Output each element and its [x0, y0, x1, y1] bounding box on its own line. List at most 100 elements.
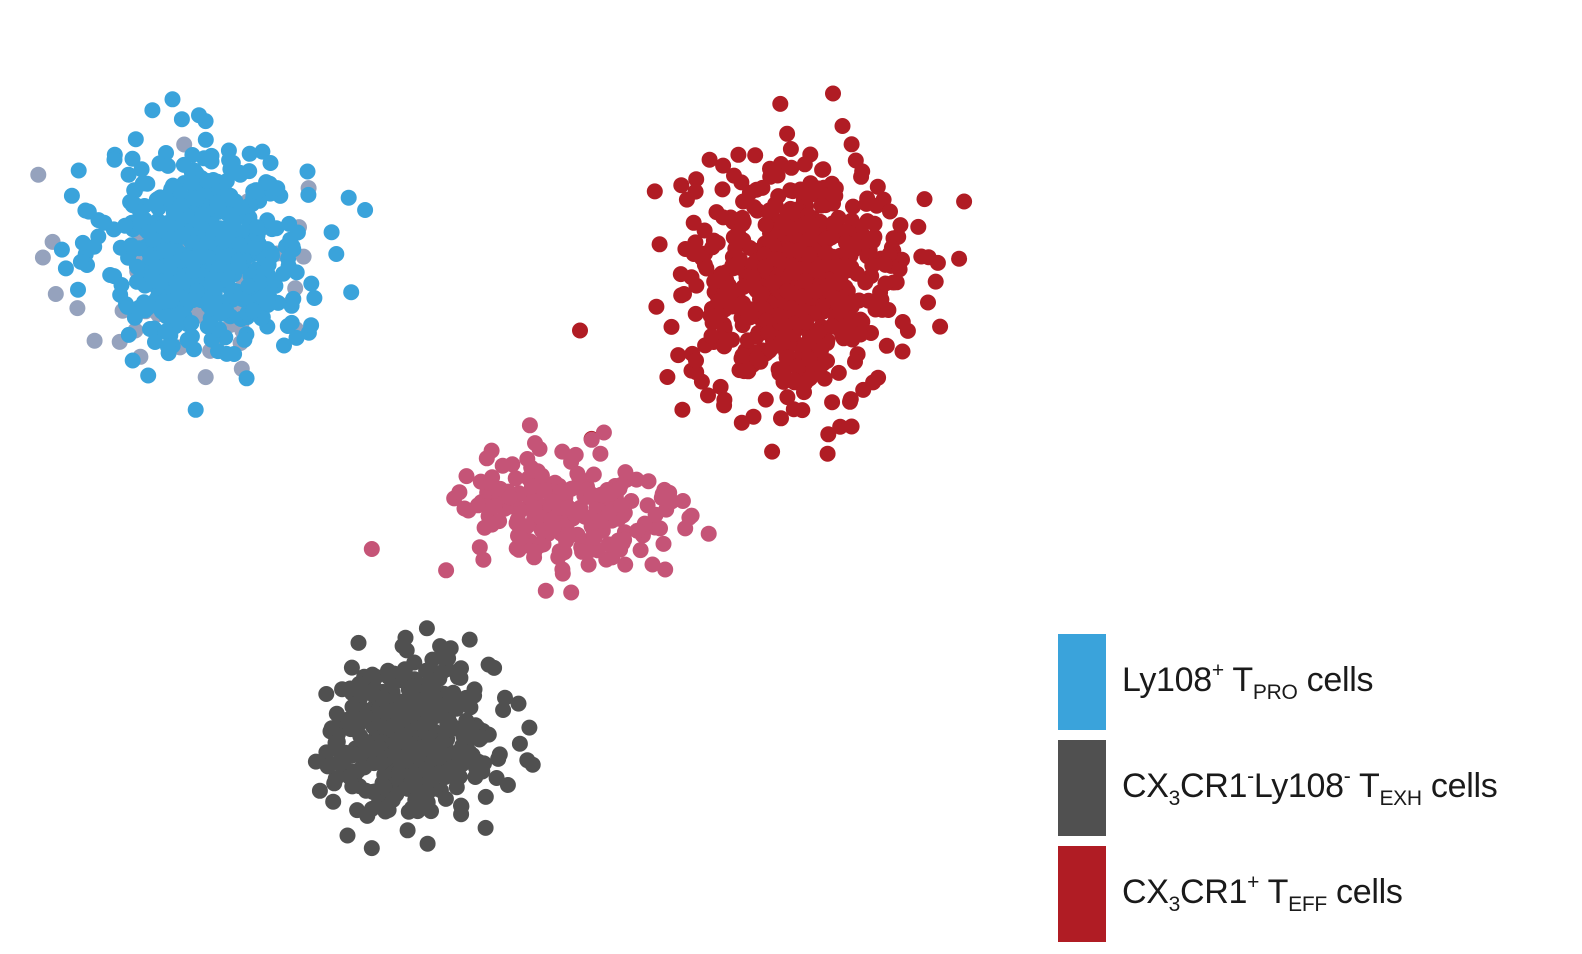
point-series-2	[778, 349, 795, 366]
point-extra-0	[554, 443, 571, 460]
point-extra-0	[594, 487, 611, 504]
point-extra-0	[563, 480, 580, 497]
point-series-0	[276, 337, 292, 354]
point-series-2	[773, 410, 789, 427]
point-extra-0	[494, 457, 511, 474]
legend-swatch-teff	[1058, 846, 1106, 942]
point-series-0	[254, 143, 271, 160]
point-series-2	[920, 294, 936, 311]
point-extra-0	[526, 499, 543, 516]
point-series-2	[767, 198, 784, 214]
point-series-2	[651, 236, 668, 253]
point-extra-0	[617, 464, 634, 481]
point-series-2	[735, 232, 752, 249]
point-series-2	[816, 370, 833, 387]
point-extra-0	[458, 468, 475, 485]
point-series-2	[710, 293, 727, 310]
point-series-2	[827, 187, 844, 204]
point-series-1	[419, 835, 436, 852]
point-extra-0	[617, 556, 634, 573]
point-series-2	[712, 378, 729, 395]
point-extra-0	[470, 497, 486, 514]
point-series-2	[913, 248, 930, 265]
point-extra-0	[613, 497, 630, 514]
point-series-2	[735, 278, 752, 295]
point-series-0	[57, 260, 74, 277]
point-series-2	[676, 286, 692, 302]
point-series-1	[344, 698, 361, 715]
point-series-1	[464, 724, 481, 741]
point-series-0	[218, 345, 235, 362]
point-series-2	[772, 330, 789, 347]
point-series-2	[713, 265, 730, 282]
point-extra-0	[510, 541, 527, 558]
point-extra-0	[610, 535, 627, 552]
point-series-1	[461, 631, 478, 648]
point-series-1	[350, 762, 367, 779]
point-series-2	[882, 203, 898, 220]
point-series-2	[777, 317, 794, 334]
point-extra-0	[513, 530, 529, 546]
point-series-0	[231, 236, 248, 253]
point-series-0	[124, 352, 141, 369]
point-series-0	[285, 290, 302, 307]
point-series-0	[53, 241, 70, 258]
point-extra-0	[550, 549, 567, 566]
point-series-2	[770, 251, 787, 268]
point-extra-0	[653, 489, 670, 506]
point-series-1	[359, 807, 376, 824]
point-series-2	[800, 214, 817, 231]
point-series-2	[932, 318, 949, 335]
point-series-2	[894, 314, 911, 330]
point-extra-0	[545, 520, 562, 536]
point-extra-0	[560, 499, 577, 516]
point-series-0	[240, 278, 257, 295]
point-series-2	[814, 161, 831, 178]
point-series-2	[825, 85, 841, 102]
point-series-2	[956, 193, 973, 210]
point-extra-0	[601, 504, 618, 521]
point-series-2	[785, 371, 802, 388]
point-series-0	[214, 231, 231, 248]
point-series-2	[784, 183, 801, 200]
point-series-1	[437, 790, 454, 807]
point-extra-0	[583, 486, 600, 503]
point-series-2	[797, 260, 814, 277]
point-series-0	[142, 321, 158, 337]
point-series-2	[828, 257, 845, 274]
point-series-0	[183, 315, 200, 331]
point-series-2	[864, 233, 881, 250]
point-series-2	[687, 305, 704, 322]
legend-item-texh: CX3CR1-Ly108- TEXH cells	[1058, 740, 1578, 836]
point-series-0	[215, 249, 232, 266]
point-extra-0	[585, 466, 602, 483]
point-extra-0	[451, 484, 468, 501]
point-series-0	[248, 219, 265, 236]
point-series-0	[172, 197, 189, 214]
point-series-2	[779, 389, 796, 406]
point-series-0	[133, 161, 150, 178]
point-extra-0	[655, 535, 672, 552]
point-extra-0	[592, 445, 609, 462]
point-series-2	[834, 118, 851, 134]
point-series-1	[377, 704, 394, 720]
point-series-0	[128, 258, 145, 275]
point-series-0	[260, 295, 277, 312]
point-series-2	[797, 272, 814, 289]
point-series-1	[393, 693, 410, 710]
point-series-2	[646, 183, 663, 200]
point-series-1	[388, 786, 405, 803]
point-series-2	[820, 277, 837, 294]
point-series-0	[343, 284, 360, 301]
point-series-0	[106, 268, 123, 285]
point-series-2	[824, 394, 841, 411]
point-series-0	[156, 242, 173, 259]
point-series-2	[916, 191, 933, 208]
point-series-0	[340, 189, 357, 206]
point-series-2	[734, 347, 751, 364]
point-series-0	[197, 131, 214, 148]
point-extra-0	[580, 556, 597, 573]
point-series-0	[155, 293, 172, 310]
point-series-1	[318, 686, 335, 702]
point-series-2	[789, 358, 806, 375]
